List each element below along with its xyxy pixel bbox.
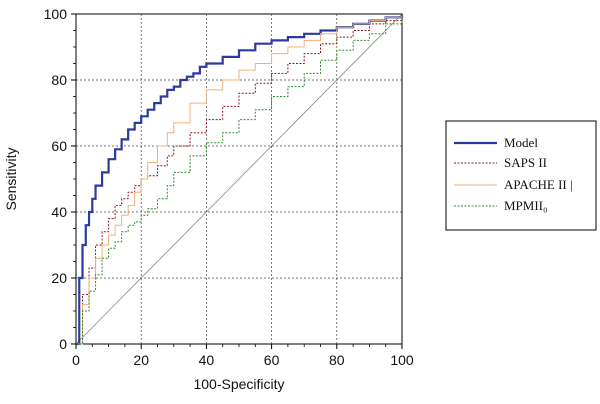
series-line-1 xyxy=(76,14,403,345)
x-tick-label: 0 xyxy=(72,352,80,368)
x-tick-label: 100 xyxy=(390,352,414,368)
reference-line xyxy=(75,13,403,345)
x-tick-label: 60 xyxy=(264,352,280,368)
diagonal-reference-line xyxy=(75,13,403,345)
legend-box xyxy=(445,120,597,231)
y-axis-ticks: 0 20 40 60 80 100 xyxy=(44,6,76,352)
series-line-2 xyxy=(76,14,403,345)
y-tick-label: 20 xyxy=(51,270,67,286)
legend-label-0: Model xyxy=(504,135,538,150)
y-tick-label: 0 xyxy=(59,336,67,352)
series-line-3 xyxy=(76,14,403,345)
legend-label-1: SAPS II xyxy=(504,155,547,170)
x-tick-label: 80 xyxy=(329,352,345,368)
x-axis-ticks: 0 20 40 60 80 100 xyxy=(72,344,414,368)
y-axis-label: Sensitivity xyxy=(3,147,19,210)
y-tick-label: 40 xyxy=(51,204,67,220)
y-tick-label: 80 xyxy=(51,72,67,88)
legend-label-3: MPMII₀ xyxy=(504,198,548,213)
legend-label-2: APACHE II | xyxy=(504,177,573,192)
series-lines xyxy=(76,14,404,346)
x-axis-label: 100-Specificity xyxy=(193,376,284,392)
y-tick-label: 100 xyxy=(44,6,68,22)
y-tick-label: 60 xyxy=(51,138,67,154)
series-line-0 xyxy=(76,14,404,346)
x-tick-label: 20 xyxy=(133,352,149,368)
legend: Model SAPS II APACHE II | MPMII₀ xyxy=(445,120,597,231)
x-tick-label: 40 xyxy=(199,352,215,368)
